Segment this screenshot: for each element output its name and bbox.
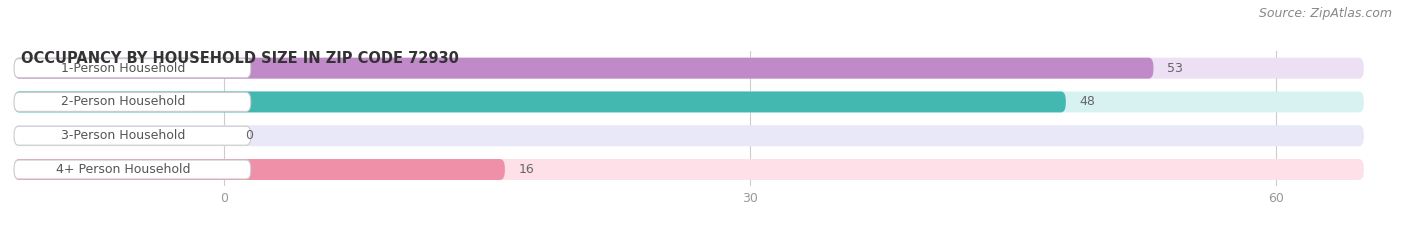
Text: 2-Person Household: 2-Person Household (62, 96, 186, 108)
FancyBboxPatch shape (14, 58, 1153, 79)
FancyBboxPatch shape (14, 159, 1364, 180)
FancyBboxPatch shape (14, 160, 250, 179)
FancyBboxPatch shape (14, 92, 1364, 112)
Text: OCCUPANCY BY HOUSEHOLD SIZE IN ZIP CODE 72930: OCCUPANCY BY HOUSEHOLD SIZE IN ZIP CODE … (21, 51, 458, 66)
Text: 53: 53 (1167, 62, 1184, 75)
Text: 3-Person Household: 3-Person Household (62, 129, 186, 142)
Text: 16: 16 (519, 163, 534, 176)
FancyBboxPatch shape (14, 126, 250, 145)
FancyBboxPatch shape (14, 159, 505, 180)
FancyBboxPatch shape (14, 92, 1066, 112)
Text: 0: 0 (246, 129, 253, 142)
Text: 1-Person Household: 1-Person Household (62, 62, 186, 75)
FancyBboxPatch shape (14, 58, 1364, 79)
FancyBboxPatch shape (14, 59, 250, 78)
Text: 4+ Person Household: 4+ Person Household (56, 163, 191, 176)
FancyBboxPatch shape (14, 125, 1364, 146)
FancyBboxPatch shape (14, 93, 250, 111)
Text: Source: ZipAtlas.com: Source: ZipAtlas.com (1258, 7, 1392, 20)
Text: 48: 48 (1080, 96, 1095, 108)
